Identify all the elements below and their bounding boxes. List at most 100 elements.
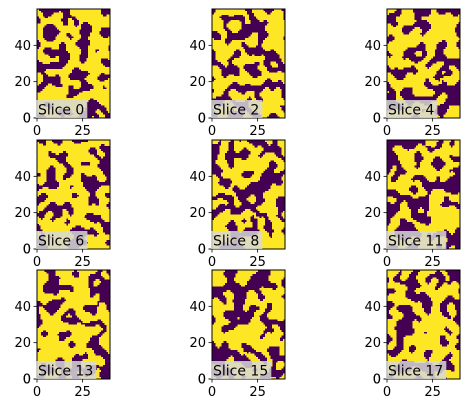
image-cell [100, 103, 111, 106]
x-tick-label: 25 [249, 255, 266, 270]
image-cell [397, 67, 404, 70]
image-cell [212, 96, 216, 99]
image-cell [219, 149, 229, 152]
image-cell [219, 165, 229, 168]
image-cell [212, 326, 222, 329]
image-cell [104, 331, 111, 334]
image-cell [244, 309, 247, 313]
image-cell [428, 179, 435, 183]
image-cell [38, 203, 49, 206]
image-cell [263, 41, 286, 44]
image-cell [86, 76, 98, 79]
image-cell [37, 52, 45, 55]
image-cell [97, 311, 111, 314]
image-cell [283, 373, 286, 376]
image-cell [387, 229, 395, 232]
image-cell [233, 198, 238, 201]
image-cell [388, 50, 404, 53]
image-cell [241, 140, 247, 143]
image-cell [388, 342, 397, 345]
image-cell [233, 141, 249, 144]
image-cell [55, 169, 67, 172]
image-cell [212, 183, 220, 186]
image-cell [60, 79, 80, 82]
image-cell [233, 158, 242, 161]
image-cell [243, 304, 251, 307]
image-cell [233, 63, 246, 66]
image-cell [38, 223, 67, 226]
image-cell [66, 45, 78, 48]
image-cell [95, 229, 103, 232]
image-cell [215, 56, 231, 59]
image-cell [412, 306, 422, 309]
image-cell [232, 30, 238, 33]
image-cell [232, 181, 251, 184]
image-cell [419, 270, 437, 273]
image-cell [447, 309, 457, 313]
image-cell [221, 141, 229, 144]
image-cell [37, 179, 47, 183]
image-cell [217, 163, 229, 166]
image-cell [401, 201, 408, 204]
image-cell [40, 41, 62, 44]
image-cell [396, 98, 404, 101]
image-cell [222, 291, 233, 294]
image-cell [244, 221, 253, 224]
image-cell [73, 87, 80, 90]
image-cell [255, 207, 278, 210]
image-cell [55, 38, 71, 41]
image-cell [38, 309, 47, 313]
image-cell [97, 221, 100, 224]
image-cell [97, 149, 102, 152]
image-cell [239, 187, 246, 190]
image-cell [88, 45, 109, 48]
image-cell [275, 87, 280, 90]
image-cell [37, 282, 45, 285]
image-cell [416, 291, 421, 294]
image-cell [215, 344, 222, 347]
image-cell [78, 271, 96, 274]
image-cell [441, 167, 453, 170]
image-cell [212, 302, 224, 305]
image-cell [57, 203, 63, 206]
image-cell [215, 342, 222, 345]
image-cell [274, 88, 282, 92]
image-cell [259, 61, 264, 64]
y-tick-label: 0 [23, 243, 31, 258]
slice-label-text: Slice 17 [388, 364, 443, 380]
image-cell [443, 116, 461, 119]
image-cell [387, 359, 402, 362]
image-cell [274, 9, 282, 12]
image-cell [37, 218, 41, 221]
image-cell [37, 333, 41, 336]
image-cell [226, 289, 231, 293]
image-cell [58, 282, 89, 285]
image-cell [42, 218, 51, 221]
image-cell [425, 141, 437, 144]
image-cell [387, 47, 408, 50]
image-cell [99, 154, 105, 157]
image-cell [439, 178, 448, 181]
image-cell [257, 223, 266, 226]
image-cell [428, 203, 441, 206]
image-cell [430, 27, 455, 30]
image-cell [447, 45, 457, 48]
image-cell [97, 50, 111, 53]
image-cell [447, 229, 455, 232]
image-cell [443, 165, 459, 168]
image-cell [37, 74, 43, 77]
image-cell [414, 147, 428, 150]
image-cell [447, 304, 455, 307]
image-cell [38, 16, 45, 19]
image-cell [279, 377, 286, 380]
image-cell [255, 304, 268, 307]
y-tick-label: 20 [189, 336, 206, 351]
image-cell [281, 214, 286, 217]
image-cell [212, 47, 244, 50]
image-cell [432, 83, 439, 86]
image-cell [37, 83, 40, 86]
image-cell [257, 110, 284, 113]
image-cell [86, 243, 107, 246]
image-cell [47, 83, 52, 86]
